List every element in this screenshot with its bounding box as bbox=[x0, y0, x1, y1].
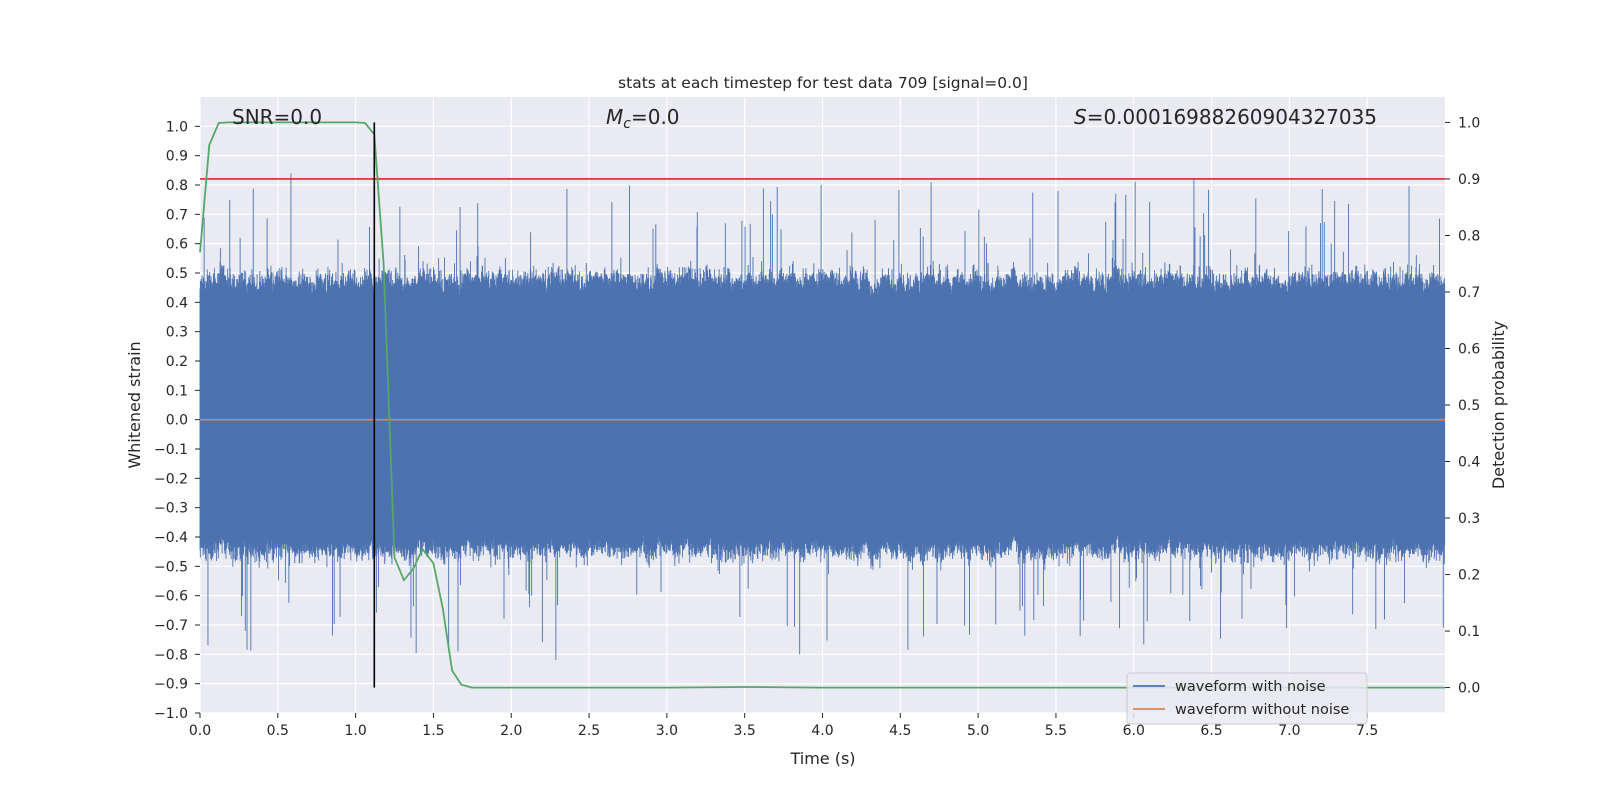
y2-tick-label: 0.1 bbox=[1458, 624, 1480, 640]
y-tick-label: 0.8 bbox=[166, 178, 188, 194]
chirp-mass-subscript: c bbox=[623, 116, 631, 132]
y-tick-label: 0.7 bbox=[166, 207, 188, 223]
x-tick-label: 7.0 bbox=[1278, 723, 1300, 739]
y-tick-label: 0.3 bbox=[166, 325, 188, 341]
y2-tick-label: 0.0 bbox=[1458, 681, 1480, 697]
x-axis-ticks: 0.0 0.5 1.0 1.5 2.0 2.5 3.0 3.5 4.0 4.5 5.0 5.5 6.0 6… bbox=[189, 713, 1378, 739]
y-tick-label: 0.0 bbox=[166, 413, 188, 429]
y2-axis-label: Detection probability bbox=[1489, 321, 1508, 489]
y2-tick-label: 0.3 bbox=[1458, 511, 1480, 527]
x-tick-label: 3.0 bbox=[656, 723, 678, 739]
y-tick-label: −0.1 bbox=[154, 442, 188, 458]
x-tick-label: 2.0 bbox=[500, 723, 522, 739]
snr-annotation: SNR=0.0 bbox=[232, 105, 322, 129]
y-tick-label: −0.4 bbox=[154, 530, 188, 546]
x-tick-label: 6.0 bbox=[1123, 723, 1145, 739]
y-tick-label: 0.9 bbox=[166, 149, 188, 165]
y-axis-ticks: 1.0 0.9 0.8 0.7 0.6 0.5 0.4 0.3 0.2 0.1 0.0 −0.1 −0.… bbox=[154, 119, 200, 722]
s-symbol: S bbox=[1074, 105, 1087, 129]
y2-tick-label: 0.9 bbox=[1458, 172, 1480, 188]
chirp-mass-symbol: M bbox=[606, 105, 623, 129]
x-tick-label: 5.0 bbox=[967, 723, 989, 739]
x-tick-label: 5.5 bbox=[1045, 723, 1067, 739]
x-tick-label: 3.5 bbox=[734, 723, 756, 739]
y-tick-label: −1.0 bbox=[154, 706, 188, 722]
legend-label-clean: waveform without noise bbox=[1175, 702, 1349, 718]
y-tick-label: −0.5 bbox=[154, 559, 188, 575]
y2-tick-label: 0.2 bbox=[1458, 568, 1480, 584]
x-axis-label: Time (s) bbox=[789, 749, 855, 768]
y-tick-label: −0.6 bbox=[154, 589, 188, 605]
y2-axis-ticks: 1.0 0.9 0.8 0.7 0.6 0.5 0.4 0.3 0.2 0.1 0.0 bbox=[1445, 115, 1480, 697]
y2-tick-label: 0.8 bbox=[1458, 228, 1480, 244]
x-tick-label: 4.0 bbox=[811, 723, 833, 739]
y-tick-label: 0.2 bbox=[166, 354, 188, 370]
x-tick-label: 4.5 bbox=[889, 723, 911, 739]
x-tick-label: 0.0 bbox=[189, 723, 211, 739]
y-tick-label: 0.5 bbox=[166, 266, 188, 282]
y-axis-label: Whitened strain bbox=[125, 341, 144, 468]
y-tick-label: −0.3 bbox=[154, 501, 188, 517]
chirp-mass-annotation: Mc=0.0 bbox=[606, 105, 680, 132]
detection-probability-line bbox=[199, 121, 1445, 689]
y-tick-label: 0.6 bbox=[166, 237, 188, 253]
y-tick-label: 0.1 bbox=[166, 383, 188, 399]
s-annotation: S=0.00016988260904327035 bbox=[1074, 105, 1377, 129]
y2-tick-label: 0.6 bbox=[1458, 341, 1480, 357]
x-tick-label: 1.0 bbox=[344, 723, 366, 739]
y-tick-label: −0.8 bbox=[154, 647, 188, 663]
x-tick-label: 2.5 bbox=[578, 723, 600, 739]
x-tick-label: 0.5 bbox=[267, 723, 289, 739]
y-tick-label: −0.2 bbox=[154, 471, 188, 487]
legend-box bbox=[1126, 672, 1368, 725]
chart-title: stats at each timestep for test data 709… bbox=[618, 74, 1028, 92]
x-tick-label: 1.5 bbox=[422, 723, 444, 739]
y2-tick-label: 0.7 bbox=[1458, 285, 1480, 301]
x-tick-label: 6.5 bbox=[1200, 723, 1222, 739]
y2-tick-label: 0.5 bbox=[1458, 398, 1480, 414]
legend: waveform with noise waveform without noi… bbox=[1126, 672, 1368, 725]
legend-label-noise: waveform with noise bbox=[1175, 679, 1326, 695]
y-tick-label: −0.9 bbox=[154, 677, 188, 693]
y-tick-label: −0.7 bbox=[154, 618, 188, 634]
y-tick-label: 1.0 bbox=[166, 119, 188, 135]
chirp-mass-value: =0.0 bbox=[631, 105, 680, 129]
s-value: =0.00016988260904327035 bbox=[1087, 105, 1377, 129]
x-tick-label: 7.5 bbox=[1356, 723, 1378, 739]
y2-tick-label: 1.0 bbox=[1458, 115, 1480, 131]
y2-tick-label: 0.4 bbox=[1458, 455, 1480, 471]
y-tick-label: 0.4 bbox=[166, 295, 188, 311]
